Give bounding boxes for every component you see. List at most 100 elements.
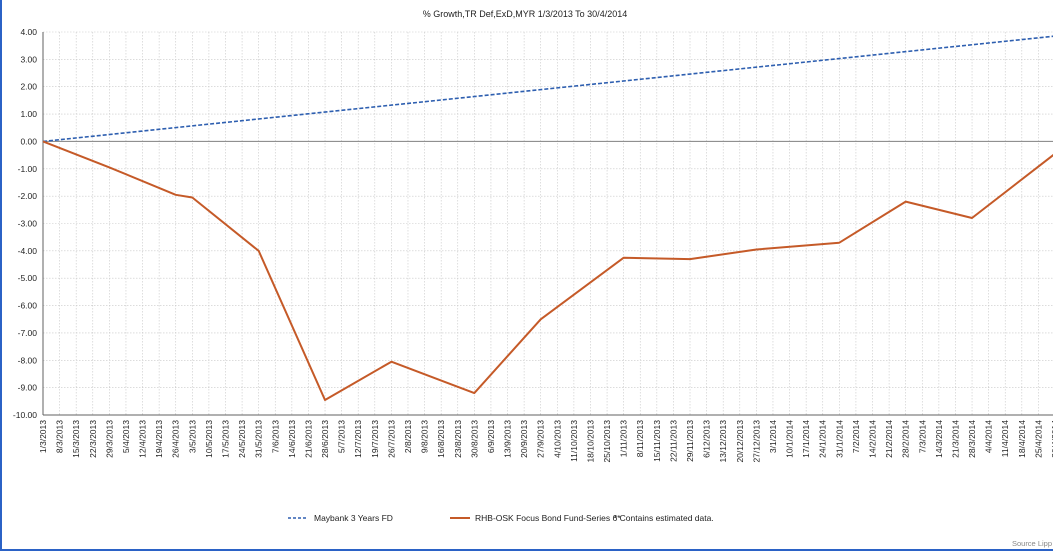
x-tick-label: 30/4/2014 bbox=[1050, 420, 1053, 458]
x-tick-label: 10/1/2014 bbox=[785, 420, 795, 458]
x-tick-label: 17/1/2014 bbox=[801, 420, 811, 458]
x-tick-label: 24/5/2013 bbox=[237, 420, 247, 458]
x-tick-label: 21/2/2014 bbox=[884, 420, 894, 458]
x-tick-label: 21/3/2014 bbox=[950, 420, 960, 458]
y-tick-label: 1.00 bbox=[20, 109, 37, 119]
x-tick-label: 22/3/2013 bbox=[88, 420, 98, 458]
data-point-rhb-osk bbox=[391, 361, 393, 363]
x-tick-label: 8/11/2013 bbox=[635, 420, 645, 457]
y-tick-label: -10.00 bbox=[13, 410, 37, 420]
x-tick-label: 6/12/2013 bbox=[702, 420, 712, 458]
x-tick-label: 27/12/2013 bbox=[751, 420, 761, 463]
x-tick-label: 15/3/2013 bbox=[71, 420, 81, 458]
y-tick-label: 3.00 bbox=[20, 54, 37, 64]
x-tick-label: 30/8/2013 bbox=[469, 420, 479, 458]
x-tick-label: 3/1/2014 bbox=[768, 420, 778, 453]
x-tick-label: 9/8/2013 bbox=[420, 420, 430, 453]
data-point-rhb-osk bbox=[540, 318, 542, 320]
x-tick-label: 2/8/2013 bbox=[403, 420, 413, 453]
x-tick-label: 5/4/2013 bbox=[121, 420, 131, 453]
x-tick-label: 13/9/2013 bbox=[503, 420, 513, 458]
x-tick-label: 20/9/2013 bbox=[519, 420, 529, 458]
x-tick-label: 28/6/2013 bbox=[320, 420, 330, 458]
data-point-rhb-osk bbox=[324, 399, 326, 401]
x-tick-label: 6/9/2013 bbox=[486, 420, 496, 453]
data-point-rhb-osk bbox=[42, 141, 44, 143]
x-tick-label: 5/7/2013 bbox=[337, 420, 347, 453]
y-tick-label: -1.00 bbox=[18, 164, 38, 174]
data-point-rhb-osk bbox=[175, 194, 177, 196]
source-label: Source Lipp bbox=[1012, 539, 1052, 548]
y-tick-label: -6.00 bbox=[18, 301, 38, 311]
x-tick-label: 18/10/2013 bbox=[585, 420, 595, 463]
x-tick-label: 1/11/2013 bbox=[619, 420, 629, 457]
x-tick-label: 25/4/2014 bbox=[1033, 420, 1043, 458]
x-tick-label: 18/4/2014 bbox=[1017, 420, 1027, 458]
x-tick-label: 14/6/2013 bbox=[287, 420, 297, 458]
y-tick-label: -3.00 bbox=[18, 219, 38, 229]
y-tick-label: -2.00 bbox=[18, 191, 38, 201]
x-tick-label: 11/4/2014 bbox=[1000, 420, 1010, 457]
data-point-rhb-osk bbox=[756, 249, 758, 251]
x-tick-label: 15/11/2013 bbox=[652, 420, 662, 462]
x-tick-label: 31/5/2013 bbox=[254, 420, 264, 458]
data-point-rhb-osk bbox=[623, 257, 625, 259]
x-tick-label: 12/4/2013 bbox=[138, 420, 148, 458]
x-tick-label: 10/5/2013 bbox=[204, 420, 214, 458]
data-point-rhb-osk bbox=[258, 250, 260, 252]
x-tick-label: 29/3/2013 bbox=[104, 420, 114, 458]
x-tick-label: 31/1/2014 bbox=[834, 420, 844, 458]
x-tick-label: 8/3/2013 bbox=[55, 420, 65, 453]
x-tick-label: 1/3/2013 bbox=[38, 420, 48, 453]
x-tick-label: 21/6/2013 bbox=[303, 420, 313, 458]
data-point-rhb-osk bbox=[109, 167, 111, 169]
chart-title: % Growth,TR Def,ExD,MYR 1/3/2013 To 30/4… bbox=[423, 9, 627, 19]
y-tick-label: 0.00 bbox=[20, 136, 37, 146]
x-tick-label: 23/8/2013 bbox=[453, 420, 463, 458]
x-tick-label: 19/4/2013 bbox=[154, 420, 164, 458]
axes bbox=[42, 32, 1053, 416]
series-line-rhb-osk bbox=[42, 140, 1053, 401]
y-axis-ticks: 4.00 3.00 2.00 1.00 0.00 -1.00 -2.00 -3.00 -4.00… bbox=[13, 27, 37, 420]
x-tick-label: 7/2/2014 bbox=[851, 420, 861, 453]
x-tick-label: 17/5/2013 bbox=[220, 420, 230, 458]
x-tick-label: 13/12/2013 bbox=[718, 420, 728, 463]
x-tick-label: 14/3/2014 bbox=[934, 420, 944, 458]
data-point-rhb-osk bbox=[839, 242, 841, 244]
y-tick-label: -5.00 bbox=[18, 273, 38, 283]
data-point-rhb-osk bbox=[192, 197, 194, 199]
y-tick-label: -7.00 bbox=[18, 328, 38, 338]
x-tick-label: 3/5/2013 bbox=[187, 420, 197, 453]
x-axis-ticks: 1/3/2013 8/3/2013 15/3/2013 22/3/2013 29/3/2… bbox=[38, 420, 1053, 463]
estimated-data-note: * Contains estimated data. bbox=[614, 513, 714, 523]
legend: Maybank 3 Years FD RHB-OSK Focus Bond Fu… bbox=[288, 513, 714, 523]
data-point-rhb-osk bbox=[905, 201, 907, 203]
x-tick-label: 28/3/2014 bbox=[967, 420, 977, 458]
data-point-rhb-osk bbox=[971, 217, 973, 219]
x-tick-label: 26/7/2013 bbox=[386, 420, 396, 458]
y-tick-label: 4.00 bbox=[20, 27, 37, 37]
x-tick-label: 29/11/2013 bbox=[685, 420, 695, 462]
x-tick-label: 7/6/2013 bbox=[270, 420, 280, 453]
legend-label-maybank: Maybank 3 Years FD bbox=[314, 513, 393, 523]
x-tick-label: 27/9/2013 bbox=[536, 420, 546, 458]
x-tick-label: 4/10/2013 bbox=[552, 420, 562, 458]
x-tick-label: 22/11/2013 bbox=[668, 420, 678, 462]
y-tick-label: -8.00 bbox=[18, 355, 38, 365]
y-tick-label: 2.00 bbox=[20, 82, 37, 92]
x-tick-label: 7/3/2014 bbox=[917, 420, 927, 453]
x-tick-label: 25/10/2013 bbox=[602, 420, 612, 463]
x-tick-label: 14/2/2014 bbox=[868, 420, 878, 458]
x-tick-label: 28/2/2014 bbox=[901, 420, 911, 458]
data-point-rhb-osk bbox=[689, 258, 691, 260]
x-tick-label: 19/7/2013 bbox=[370, 420, 380, 458]
series bbox=[42, 35, 1053, 401]
x-tick-label: 11/10/2013 bbox=[569, 420, 579, 462]
y-tick-label: -4.00 bbox=[18, 246, 38, 256]
x-tick-label: 12/7/2013 bbox=[353, 420, 363, 458]
data-point-rhb-osk bbox=[474, 392, 476, 394]
x-tick-label: 26/4/2013 bbox=[171, 420, 181, 458]
y-tick-label: -9.00 bbox=[18, 383, 38, 393]
